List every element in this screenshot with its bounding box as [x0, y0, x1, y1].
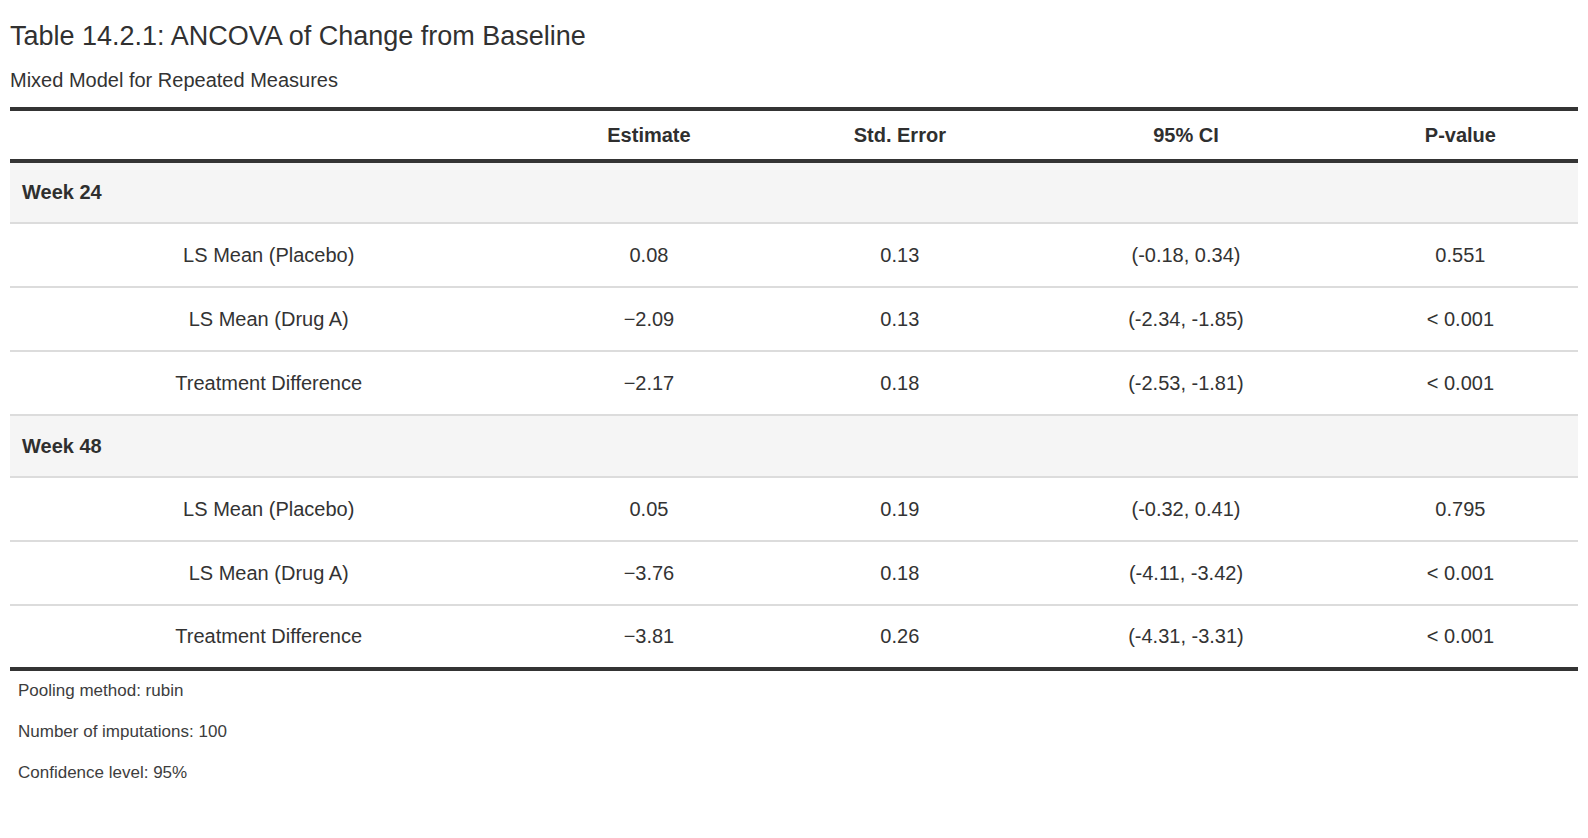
ci-cell: (-4.31, -3.31) [1029, 605, 1343, 669]
footnote-pooling-method: Pooling method: rubin [18, 678, 1570, 703]
table-row: LS Mean (Placebo) 0.08 0.13 (-0.18, 0.34… [10, 223, 1578, 287]
estimate-cell: −3.76 [527, 541, 770, 605]
group-header-week-48: Week 48 [10, 415, 1578, 477]
column-header-row: Estimate Std. Error 95% CI P-value [10, 109, 1578, 161]
ci-cell: (-0.32, 0.41) [1029, 477, 1343, 541]
estimate-cell: 0.08 [527, 223, 770, 287]
row-label: LS Mean (Placebo) [10, 223, 527, 287]
row-label: Treatment Difference [10, 351, 527, 415]
group-label: Week 48 [10, 415, 1578, 477]
page-title: Table 14.2.1: ANCOVA of Change from Base… [10, 0, 1578, 52]
group-header-week-24: Week 24 [10, 161, 1578, 223]
ci-cell: (-2.34, -1.85) [1029, 287, 1343, 351]
results-table: Estimate Std. Error 95% CI P-value Week … [10, 107, 1578, 671]
p-value-cell: 0.795 [1343, 477, 1578, 541]
report-page: Table 14.2.1: ANCOVA of Change from Base… [0, 0, 1588, 838]
row-label: Treatment Difference [10, 605, 527, 669]
table-footnotes: Pooling method: rubin Number of imputati… [10, 671, 1578, 785]
group-label: Week 24 [10, 161, 1578, 223]
column-header-blank [10, 109, 527, 161]
estimate-cell: −2.17 [527, 351, 770, 415]
p-value-cell: < 0.001 [1343, 541, 1578, 605]
ci-cell: (-0.18, 0.34) [1029, 223, 1343, 287]
std-error-cell: 0.18 [770, 351, 1029, 415]
ci-cell: (-4.11, -3.42) [1029, 541, 1343, 605]
table-subtitle: Mixed Model for Repeated Measures [10, 68, 1578, 92]
row-label: LS Mean (Placebo) [10, 477, 527, 541]
footnote-imputations: Number of imputations: 100 [18, 719, 1570, 744]
table-row: Treatment Difference −3.81 0.26 (-4.31, … [10, 605, 1578, 669]
table-row: LS Mean (Drug A) −3.76 0.18 (-4.11, -3.4… [10, 541, 1578, 605]
column-header-estimate: Estimate [527, 109, 770, 161]
footnote-confidence-level: Confidence level: 95% [18, 760, 1570, 785]
std-error-cell: 0.13 [770, 223, 1029, 287]
table-row: Treatment Difference −2.17 0.18 (-2.53, … [10, 351, 1578, 415]
estimate-cell: −3.81 [527, 605, 770, 669]
ci-cell: (-2.53, -1.81) [1029, 351, 1343, 415]
std-error-cell: 0.13 [770, 287, 1029, 351]
p-value-cell: < 0.001 [1343, 605, 1578, 669]
p-value-cell: < 0.001 [1343, 351, 1578, 415]
column-header-p-value: P-value [1343, 109, 1578, 161]
estimate-cell: −2.09 [527, 287, 770, 351]
estimate-cell: 0.05 [527, 477, 770, 541]
column-header-std-error: Std. Error [770, 109, 1029, 161]
std-error-cell: 0.26 [770, 605, 1029, 669]
p-value-cell: 0.551 [1343, 223, 1578, 287]
row-label: LS Mean (Drug A) [10, 287, 527, 351]
p-value-cell: < 0.001 [1343, 287, 1578, 351]
std-error-cell: 0.19 [770, 477, 1029, 541]
table-row: LS Mean (Drug A) −2.09 0.13 (-2.34, -1.8… [10, 287, 1578, 351]
row-label: LS Mean (Drug A) [10, 541, 527, 605]
table-row: LS Mean (Placebo) 0.05 0.19 (-0.32, 0.41… [10, 477, 1578, 541]
column-header-ci: 95% CI [1029, 109, 1343, 161]
std-error-cell: 0.18 [770, 541, 1029, 605]
